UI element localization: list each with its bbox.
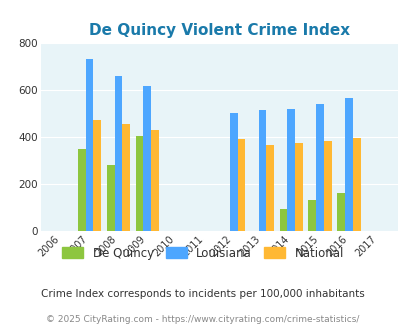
Bar [85, 59, 93, 231]
Bar [135, 136, 143, 231]
Bar [107, 165, 114, 231]
Bar [279, 209, 287, 231]
Bar [344, 98, 352, 231]
Bar [78, 149, 85, 231]
Bar [308, 200, 315, 231]
Bar [323, 141, 331, 231]
Title: De Quincy Violent Crime Index: De Quincy Violent Crime Index [88, 22, 349, 38]
Bar [237, 139, 245, 231]
Bar [122, 123, 130, 231]
Bar [229, 113, 237, 231]
Bar [337, 193, 344, 231]
Bar [315, 104, 323, 231]
Bar [294, 143, 302, 231]
Text: © 2025 CityRating.com - https://www.cityrating.com/crime-statistics/: © 2025 CityRating.com - https://www.city… [46, 315, 359, 324]
Bar [151, 130, 158, 231]
Bar [114, 76, 122, 231]
Bar [258, 110, 266, 231]
Bar [266, 145, 273, 231]
Bar [352, 138, 360, 231]
Legend: De Quincy, Louisiana, National: De Quincy, Louisiana, National [62, 247, 343, 260]
Bar [287, 109, 294, 231]
Bar [143, 86, 151, 231]
Bar [93, 120, 101, 231]
Text: Crime Index corresponds to incidents per 100,000 inhabitants: Crime Index corresponds to incidents per… [41, 289, 364, 299]
